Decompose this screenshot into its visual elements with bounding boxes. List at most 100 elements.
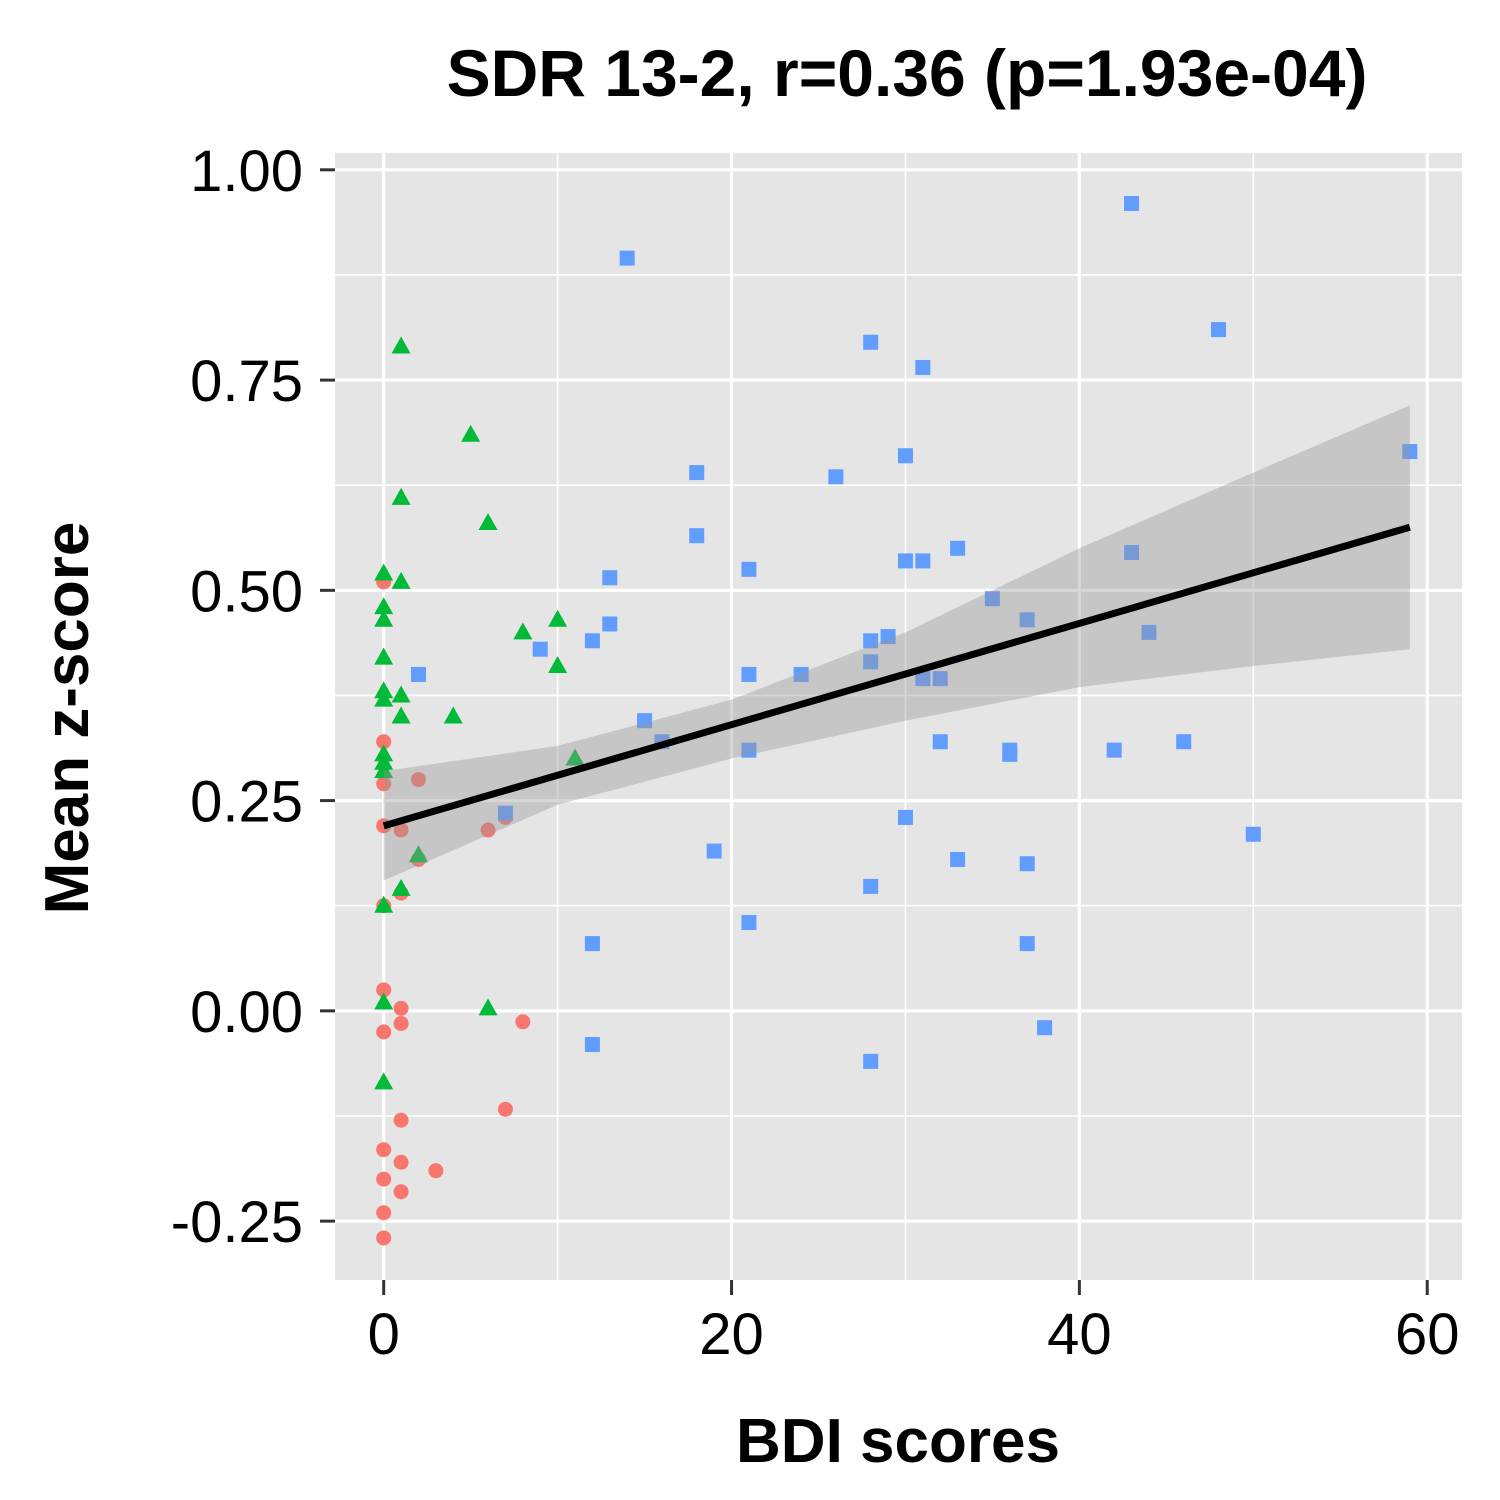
data-point-triangle <box>374 895 394 913</box>
data-point-square <box>915 553 931 569</box>
data-point-triangle <box>478 513 498 531</box>
data-point-triangle <box>374 689 394 707</box>
y-tick-label: 0.50 <box>190 559 303 624</box>
data-point-square <box>915 359 931 375</box>
data-point-square <box>863 633 879 649</box>
data-point-square <box>984 591 1000 607</box>
y-tick-label: -0.25 <box>171 1190 303 1255</box>
data-point-square <box>706 843 722 859</box>
data-point-circle <box>376 1171 392 1187</box>
data-point-triangle <box>461 424 481 442</box>
data-point-square <box>897 448 913 464</box>
data-point-square <box>741 915 757 931</box>
data-point-square <box>793 666 809 682</box>
data-point-circle <box>410 772 426 788</box>
data-point-square <box>637 713 653 729</box>
data-point-circle <box>376 982 392 998</box>
data-point-triangle <box>374 563 394 581</box>
data-point-square <box>1106 742 1122 758</box>
data-point-square <box>1245 826 1261 842</box>
y-tick-label: 1.00 <box>190 139 303 204</box>
data-point-triangle <box>391 878 411 896</box>
data-point-square <box>880 629 896 645</box>
data-point-square <box>1124 544 1140 560</box>
data-point-square <box>1037 1020 1053 1036</box>
data-point-circle <box>393 1000 409 1016</box>
data-point-square <box>689 465 705 481</box>
data-point-circle <box>376 734 392 750</box>
data-point-triangle <box>391 685 411 703</box>
data-point-square <box>897 553 913 569</box>
data-point-square <box>863 334 879 350</box>
data-point-square <box>1124 195 1140 211</box>
data-point-square <box>915 671 931 687</box>
data-point-square <box>1019 612 1035 628</box>
data-point-circle <box>393 1112 409 1128</box>
x-tick-label: 0 <box>368 1302 400 1367</box>
regression-line <box>382 523 1411 830</box>
data-point-square <box>932 734 948 750</box>
y-tick-label: 0.25 <box>190 770 303 835</box>
data-point-triangle <box>374 1072 394 1090</box>
data-point-circle <box>376 776 392 792</box>
x-tick-label: 60 <box>1395 1302 1460 1367</box>
data-point-triangle <box>391 706 411 724</box>
y-axis: -0.25 0.00 0.25 0.50 0.75 1.00 <box>171 139 335 1255</box>
data-point-circle <box>480 822 496 838</box>
data-point-circle <box>376 1230 392 1246</box>
data-point-circle <box>515 1014 531 1030</box>
data-points <box>374 195 1418 1246</box>
x-tick-label: 40 <box>1047 1302 1112 1367</box>
data-point-triangle <box>374 992 394 1010</box>
data-point-square <box>950 851 966 867</box>
data-point-square <box>602 570 618 586</box>
data-point-square <box>828 469 844 485</box>
grid-minor <box>335 153 1462 1280</box>
plot-panel <box>335 153 1462 1280</box>
x-axis-label: BDI scores <box>736 1407 1060 1476</box>
data-point-square <box>1019 936 1035 952</box>
x-axis: 0 20 40 60 <box>368 1280 1460 1367</box>
data-point-triangle <box>513 622 533 640</box>
data-point-triangle <box>391 336 411 354</box>
data-point-square <box>1002 746 1018 762</box>
x-tick-label: 20 <box>699 1302 764 1367</box>
data-point-circle <box>393 1154 409 1170</box>
data-point-square <box>863 654 879 670</box>
data-point-square <box>602 616 618 632</box>
data-point-square <box>950 540 966 556</box>
data-point-square <box>741 561 757 577</box>
y-tick-label: 0.75 <box>190 349 303 414</box>
data-point-triangle <box>374 597 394 615</box>
data-point-circle <box>376 1142 392 1158</box>
data-point-triangle <box>374 609 394 627</box>
data-point-square <box>863 1053 879 1069</box>
data-point-square <box>497 805 513 821</box>
data-point-square <box>1211 322 1227 338</box>
data-point-square <box>584 633 600 649</box>
data-point-square <box>532 641 548 657</box>
data-point-square <box>741 666 757 682</box>
data-point-square <box>1019 856 1035 872</box>
data-point-triangle <box>443 706 463 724</box>
data-point-circle <box>376 1205 392 1221</box>
y-tick-label: 0.00 <box>190 980 303 1045</box>
data-point-square <box>932 671 948 687</box>
data-point-circle <box>393 1184 409 1200</box>
data-point-square <box>741 742 757 758</box>
data-point-triangle <box>548 656 568 674</box>
data-point-square <box>863 878 879 894</box>
data-point-square <box>410 666 426 682</box>
data-point-triangle <box>478 998 498 1016</box>
data-point-square <box>1141 624 1157 640</box>
regression-line-group <box>382 405 1411 881</box>
data-point-triangle <box>548 609 568 627</box>
grid-major <box>335 153 1462 1280</box>
data-point-square <box>897 809 913 825</box>
data-point-triangle <box>391 571 411 589</box>
data-point-triangle <box>565 748 585 766</box>
data-point-square <box>689 528 705 544</box>
data-point-square <box>584 936 600 952</box>
data-point-circle <box>393 822 409 838</box>
